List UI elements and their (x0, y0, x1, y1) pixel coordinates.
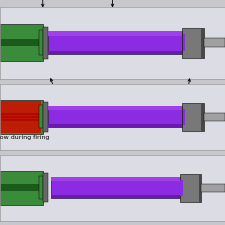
Bar (182, 103, 204, 131)
Bar (0, 100, 43, 134)
Bar (0, 24, 43, 61)
Bar (0, 114, 43, 120)
Bar (39, 30, 43, 55)
Bar (48, 51, 182, 54)
Bar (0, 171, 43, 205)
Bar (183, 34, 185, 51)
Bar (51, 177, 180, 181)
Bar (48, 31, 182, 54)
Bar (199, 174, 201, 202)
Bar (0, 114, 43, 120)
Bar (201, 103, 204, 131)
Text: Pressure Cap: Pressure Cap (22, 0, 63, 7)
Bar (43, 102, 48, 132)
Bar (1, 113, 42, 115)
Bar (39, 106, 43, 128)
Text: Striker Tube: Striker Tube (94, 0, 131, 7)
Bar (48, 106, 182, 127)
Bar (201, 28, 204, 58)
Bar (0, 39, 43, 46)
Bar (48, 31, 182, 36)
Bar (48, 106, 182, 110)
Bar (201, 184, 225, 192)
Bar (39, 176, 43, 199)
Bar (180, 180, 183, 196)
Bar (182, 28, 204, 58)
Bar (51, 177, 180, 198)
Bar (43, 173, 48, 202)
Bar (180, 174, 201, 202)
Bar (1, 119, 42, 121)
Bar (204, 113, 225, 121)
Bar (51, 195, 180, 198)
Bar (0, 184, 43, 191)
Bar (48, 124, 182, 127)
Bar (183, 109, 185, 125)
Bar (43, 27, 48, 59)
Bar (0, 101, 40, 133)
Bar (1, 116, 42, 118)
Text: Transfer Flange: Transfer Flange (160, 79, 209, 116)
Text: Striker Tube acceleratio: Striker Tube acceleratio (97, 181, 171, 186)
Bar (204, 38, 225, 47)
Text: low during firing: low during firing (0, 135, 49, 140)
Text: Barrel Port: Barrel Port (46, 79, 80, 116)
